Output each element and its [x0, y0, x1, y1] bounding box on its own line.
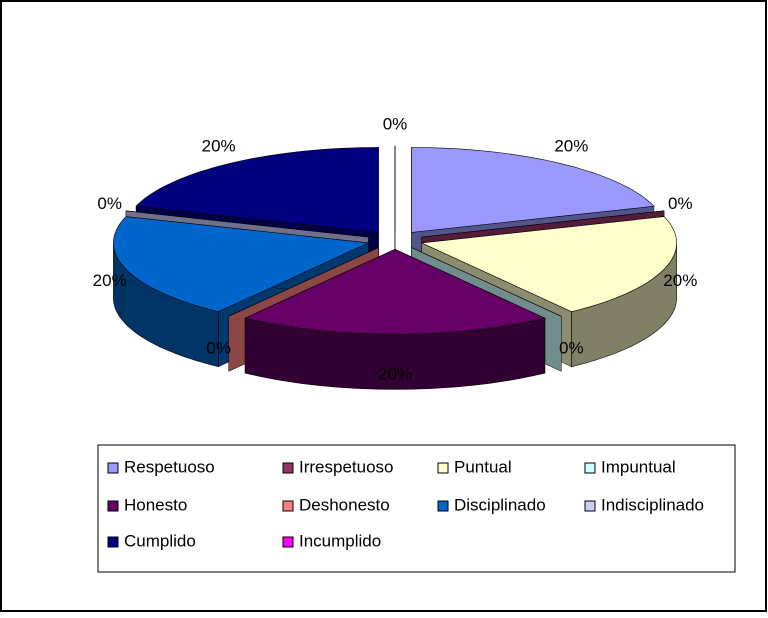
slice	[244, 248, 546, 390]
legend-label: Puntual	[454, 457, 512, 476]
slice-top	[244, 248, 546, 335]
legend-box	[97, 444, 736, 573]
legend-swatch	[584, 500, 596, 512]
legend-label: Disciplinado	[454, 495, 546, 514]
legend-label: Impuntual	[601, 457, 676, 476]
legend-label: Cumplido	[124, 531, 196, 550]
data-label: 0%	[383, 114, 408, 133]
legend-swatch	[107, 536, 119, 548]
slice-top	[421, 210, 665, 238]
data-label: 0%	[559, 339, 584, 358]
slice-top	[135, 147, 379, 233]
legend-swatch	[107, 462, 119, 474]
slice-top	[411, 247, 562, 317]
legend-swatch	[282, 500, 294, 512]
slice-top	[125, 210, 369, 238]
legend-swatch	[584, 462, 596, 474]
legend-swatch	[437, 462, 449, 474]
legend-swatch	[282, 462, 294, 474]
legend-swatch	[437, 500, 449, 512]
data-label: 20%	[93, 271, 127, 290]
legend-label: Honesto	[124, 495, 187, 514]
legend-label: Respetuoso	[124, 457, 215, 476]
legend-label: Incumplido	[299, 531, 381, 550]
legend-swatch	[282, 536, 294, 548]
slice-top	[411, 147, 655, 233]
legend-label: Indisciplinado	[601, 495, 704, 514]
data-label: 20%	[202, 136, 236, 155]
slice-top	[420, 216, 677, 313]
data-label: 20%	[378, 364, 412, 383]
legend-swatch	[107, 500, 119, 512]
data-label: 20%	[663, 271, 697, 290]
data-label: 0%	[206, 339, 231, 358]
legend-label: Irrespetuoso	[299, 457, 394, 476]
slice-top	[228, 247, 379, 317]
data-label: 0%	[668, 194, 693, 213]
data-label: 20%	[554, 136, 588, 155]
slice-top	[113, 216, 370, 313]
legend-label: Deshonesto	[299, 495, 390, 514]
data-label: 0%	[97, 194, 122, 213]
